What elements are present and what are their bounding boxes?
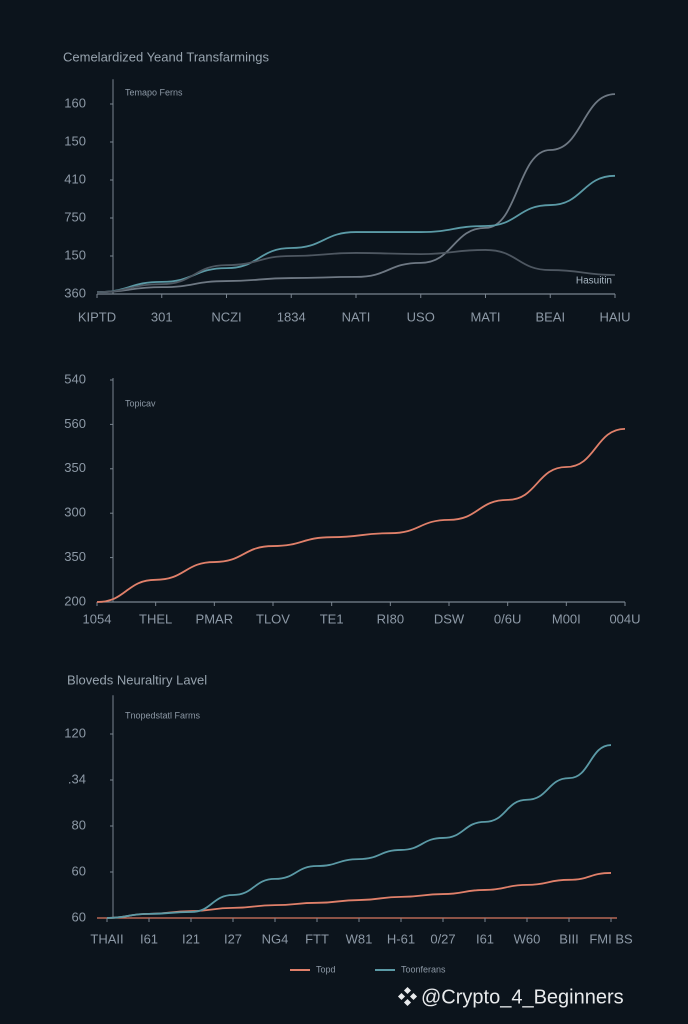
x-tick-label: M00I [552,611,581,626]
line-series [96,93,616,293]
y-tick-label: 540 [64,371,86,386]
x-tick-label: BIII [559,931,579,946]
y-tick-label: 80 [72,817,86,832]
x-tick-label: TLOV [256,611,290,626]
x-tick-label: NG4 [262,931,289,946]
x-tick-label: W60 [514,931,541,946]
chart-title: Cemelardized Yeand Transfarmings [63,49,269,64]
x-tick-label: PMAR [196,611,234,626]
x-tick-label: KIPTD [78,309,116,324]
x-tick-label: NCZI [211,309,241,324]
y-tick-label: 750 [64,209,86,224]
line-series [106,744,612,919]
y-tick-label: 200 [64,593,86,608]
x-tick-label: DSW [434,611,465,626]
line-series [96,249,616,293]
watermark-icon [397,986,418,1007]
annotation: Hasuitin [576,276,612,287]
legend-label: Topd [316,964,336,974]
x-tick-label: FTT [305,931,329,946]
x-tick-label: THAII [90,931,123,946]
legend-note: Topicav [125,398,156,408]
x-tick-label: BEAI [535,309,565,324]
legend-label: Toonferans [401,964,446,974]
y-tick-label: 160 [64,95,86,110]
y-tick-label: 120 [64,725,86,740]
line-series [96,427,626,603]
x-tick-label: NATI [342,309,371,324]
y-tick-label: 60 [72,863,86,878]
y-tick-label: 360 [64,285,86,300]
x-tick-label: HAIU [599,309,630,324]
x-tick-label: RI80 [377,611,404,626]
x-tick-label: 004U [609,611,640,626]
x-tick-label: 1054 [83,611,112,626]
x-tick-label: THEL [139,611,172,626]
x-tick-label: USO [407,309,435,324]
y-tick-label: 150 [64,133,86,148]
x-tick-label: TE1 [320,611,344,626]
chart-title: Bloveds Neuraltiry Lavel [67,672,207,687]
y-tick-label: .34 [68,771,86,786]
x-tick-label: I61 [140,931,158,946]
x-tick-label: W81 [346,931,373,946]
y-tick-label: 300 [64,505,86,520]
y-tick-label: 410 [64,171,86,186]
x-tick-label: 0/27 [430,931,455,946]
x-tick-label: MATI [470,309,500,324]
watermark: @Crypto_4_Beginners [421,986,624,1008]
x-tick-label: I27 [224,931,242,946]
legend-note: Tnopedstatl Farms [125,710,201,720]
y-tick-label: 350 [64,460,86,475]
x-tick-label: 1834 [277,309,306,324]
x-tick-label: 301 [151,309,173,324]
y-tick-label: 60 [72,909,86,924]
y-tick-label: 560 [64,416,86,431]
legend-note: Temapo Ferns [125,87,183,97]
y-tick-label: 350 [64,549,86,564]
x-tick-label: FMI BS [589,931,633,946]
line-series [106,872,612,919]
x-tick-label: 0/6U [494,611,521,626]
y-tick-label: 150 [64,247,86,262]
x-tick-label: H-61 [387,931,415,946]
x-tick-label: I21 [182,931,200,946]
x-tick-label: I61 [476,931,494,946]
